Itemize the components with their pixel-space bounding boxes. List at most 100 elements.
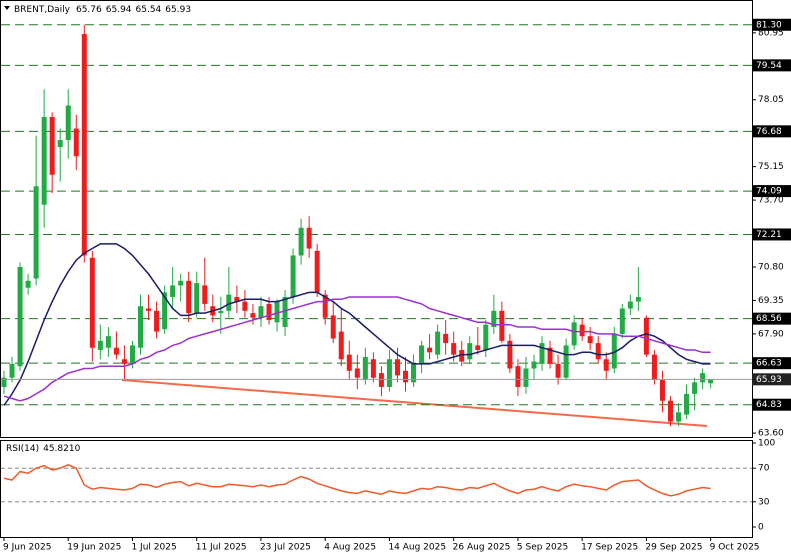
y-tick-label: 80.95 (758, 28, 784, 38)
rsi-line (3, 463, 711, 497)
candle-body (322, 294, 328, 318)
x-tick-label: 11 Jul 2025 (196, 543, 247, 553)
low-value: 65.54 (136, 5, 162, 15)
x-tick-label: 26 Aug 2025 (453, 543, 511, 553)
candle-body (121, 359, 127, 364)
candle-body (170, 285, 176, 297)
x-tick-label: 19 Jun 2025 (67, 543, 121, 553)
candle-body (571, 322, 577, 346)
candle-body (146, 308, 152, 311)
symbol-icon (4, 6, 10, 10)
rsi-last: 45.8210 (43, 444, 80, 454)
candle-body (635, 296, 641, 302)
candle-body (81, 33, 87, 256)
candle-body (306, 227, 312, 249)
candle-body (491, 310, 497, 327)
candle-body (611, 333, 617, 369)
candle-body (523, 368, 529, 387)
moving-average (3, 296, 711, 402)
candle-body (194, 283, 200, 314)
y-tick-label: 70 (758, 464, 770, 474)
candle-body (427, 347, 433, 353)
candle-body (1, 377, 7, 387)
candle-body (499, 310, 505, 341)
level-label-box (752, 312, 791, 325)
candle-body (290, 255, 296, 297)
x-tick-label: 9 Oct 2025 (710, 543, 760, 553)
candle-body (298, 227, 304, 256)
y-tick-label: 100 (758, 439, 775, 449)
y-tick-label: 69.35 (758, 296, 784, 306)
candle-body (659, 380, 665, 401)
candle-body (475, 345, 481, 351)
candle-body (242, 301, 248, 311)
x-tick-label: 5 Sep 2025 (517, 543, 568, 553)
last-price-box (752, 373, 791, 386)
y-tick-label: 75.15 (758, 162, 784, 172)
candle-body (186, 280, 192, 314)
candle-body (603, 359, 609, 371)
candle-body (57, 140, 63, 148)
candle-body (25, 280, 31, 288)
rsi-panel-frame (0, 440, 753, 538)
candle-body (531, 361, 537, 369)
candle-body (684, 393, 690, 415)
candle-body (202, 285, 208, 304)
candle-body (708, 379, 714, 384)
candle-body (667, 400, 673, 422)
candle-body (370, 359, 376, 378)
y-tick-label: 67.90 (758, 329, 784, 339)
level-label: 74.09 (756, 187, 782, 197)
candle-body (234, 296, 240, 302)
candle-body (113, 347, 119, 355)
candle-body (338, 331, 344, 360)
x-tick-label: 9 Jun 2025 (3, 543, 51, 553)
candle-body (346, 354, 352, 371)
candle-body (443, 333, 449, 344)
candle-body (643, 317, 649, 355)
candle-body (129, 345, 135, 364)
level-label-box (752, 59, 791, 72)
candle-body (9, 363, 15, 378)
candle-body (547, 347, 553, 364)
rsi-header: RSI(14) 45.8210 (6, 444, 81, 454)
candle-body (435, 331, 441, 355)
candle-body (89, 257, 95, 348)
candle-body (65, 105, 71, 141)
level-label: 76.68 (756, 127, 782, 137)
candle-body (507, 340, 513, 369)
candle-body (555, 363, 561, 378)
candle-body (515, 366, 521, 387)
level-label: 64.83 (756, 400, 782, 410)
level-label-box (752, 18, 791, 31)
y-tick-label: 70.80 (758, 262, 784, 272)
level-label-box (752, 228, 791, 241)
x-tick-label: 23 Jul 2025 (260, 543, 311, 553)
open-value: 65.76 (76, 5, 102, 15)
rsi-title: RSI(14) (6, 444, 39, 454)
candle-body (627, 301, 633, 309)
candle-body (451, 343, 457, 355)
symbol: BRENT,Daily (14, 5, 71, 15)
level-label: 81.30 (756, 20, 782, 30)
candle-body (266, 303, 272, 321)
candle-body (33, 186, 39, 279)
x-tick-label: 17 Sep 2025 (581, 543, 638, 553)
level-label-box (752, 125, 791, 138)
price-panel-frame (0, 0, 753, 438)
candle-body (162, 292, 168, 330)
candle-body (258, 306, 264, 318)
level-label: 66.63 (756, 359, 782, 369)
candle-body (314, 250, 320, 293)
candle-body (595, 343, 601, 360)
level-label-box (752, 357, 791, 370)
last-price-label: 65.93 (756, 375, 782, 385)
level-label: 68.56 (756, 314, 782, 324)
trendline (121, 379, 708, 427)
candle-body (411, 363, 417, 383)
level-label: 72.21 (756, 230, 782, 240)
candle-body (250, 313, 256, 318)
candle-body (579, 324, 585, 337)
candle-body (41, 117, 47, 205)
